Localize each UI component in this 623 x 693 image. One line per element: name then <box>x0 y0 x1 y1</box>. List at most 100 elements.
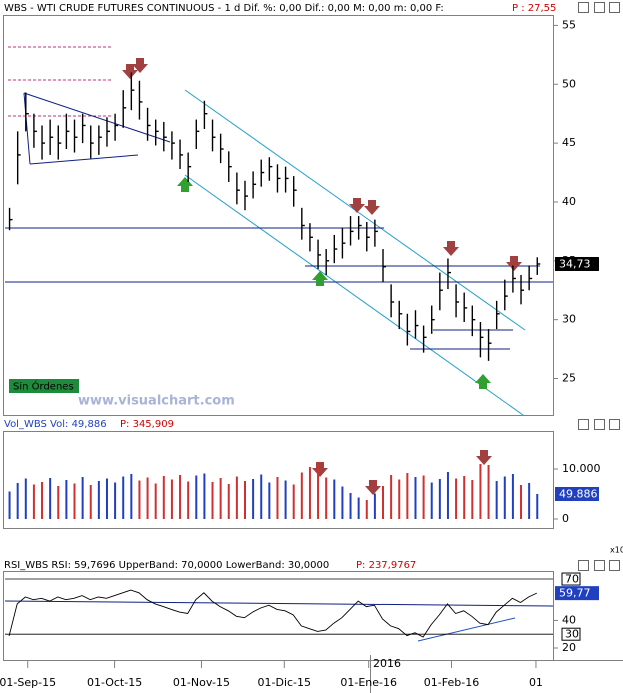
signal-arrows <box>122 58 522 495</box>
volume-bar <box>536 494 539 519</box>
sell-arrow <box>132 58 148 73</box>
volume-bar <box>41 482 44 519</box>
min-button[interactable] <box>578 560 589 571</box>
max-button[interactable] <box>594 560 605 571</box>
band-label: 70 <box>565 573 579 586</box>
volume-bar <box>268 482 271 519</box>
rsi-trend <box>4 600 554 607</box>
close-button[interactable] <box>609 560 620 571</box>
volume-bar <box>373 493 376 519</box>
orders-text: Sin Órdenes <box>13 380 74 393</box>
volume-bar <box>24 478 27 519</box>
volume-bar <box>73 483 76 519</box>
triangle-line <box>23 92 31 165</box>
volume-bar <box>446 472 449 519</box>
last-value-box <box>555 586 599 601</box>
volume-bar <box>520 485 523 519</box>
last-value-box <box>555 487 599 501</box>
volume-bar <box>105 478 108 519</box>
last-value-label: 49.886 <box>559 488 598 501</box>
buy-arrow <box>312 271 328 286</box>
y-tick-label: 50 <box>562 77 576 90</box>
sell-arrow <box>443 241 459 256</box>
volume-bar <box>333 479 336 519</box>
sell-arrow <box>349 198 365 213</box>
volume-bar <box>495 481 498 519</box>
max-button[interactable] <box>594 2 605 13</box>
volume-bar <box>187 481 190 519</box>
volume-bar <box>235 476 238 519</box>
volume-bar <box>503 476 506 519</box>
close-button[interactable] <box>609 419 620 430</box>
band-label: 30 <box>565 628 579 641</box>
volume-bar <box>8 491 11 519</box>
volume-bar <box>243 481 246 519</box>
volume-bar <box>511 474 514 519</box>
volume-multiplier: x10 <box>610 546 623 555</box>
rsi-trend <box>417 617 516 642</box>
last-value-box <box>555 256 599 271</box>
x-tick-label: 01 <box>529 676 543 689</box>
rsi-header-p: P: 237,9767 <box>356 560 416 571</box>
min-button[interactable] <box>578 419 589 430</box>
volume-bar <box>528 483 531 519</box>
volume-bar <box>211 482 214 519</box>
rsi-line <box>8 589 537 638</box>
price-header: WBS - WTI CRUDE FUTURES CONTINUOUS - 1 d… <box>4 3 444 14</box>
volume-bar <box>122 476 125 519</box>
volume-bar <box>195 475 198 519</box>
volume-header: Vol_WBS Vol: 49,886 <box>4 419 107 430</box>
sell-arrow <box>364 200 380 215</box>
volume-bar <box>284 480 287 519</box>
volume-bar <box>146 477 149 519</box>
volume-bar <box>438 479 441 519</box>
volume-header-p: P: 345,909 <box>120 419 174 430</box>
volume-bar <box>406 473 409 519</box>
volume-arrow <box>476 450 492 465</box>
volume-bar <box>179 475 182 519</box>
close-button[interactable] <box>609 2 620 13</box>
max-button[interactable] <box>594 419 605 430</box>
y-tick-label: 20 <box>562 641 576 654</box>
orders-badge <box>9 379 79 393</box>
x-tick-label: 01-Sep-15 <box>0 676 56 689</box>
volume-bar <box>382 486 385 519</box>
volume-arrow <box>312 462 328 477</box>
volume-bar <box>81 477 84 519</box>
volume-bar <box>138 480 141 519</box>
year-label: 2016 <box>373 657 401 670</box>
buy-arrow <box>475 374 491 389</box>
volume-bar <box>390 475 393 519</box>
channel-line <box>184 174 524 416</box>
buy-arrow <box>177 177 193 192</box>
volume-bar <box>341 486 344 519</box>
volume-bar <box>260 474 263 519</box>
x-tick-label: 01-Dic-15 <box>258 676 312 689</box>
band-box <box>561 627 581 641</box>
volume-bar <box>365 500 368 519</box>
volume-bar <box>487 465 490 519</box>
volume-bar <box>49 478 52 519</box>
volume-bar <box>317 462 320 519</box>
y-tick-label: 40 <box>562 613 576 626</box>
sell-arrow <box>122 64 138 79</box>
volume-bar <box>479 464 482 519</box>
window-buttons[interactable] <box>578 2 620 571</box>
triangle-line <box>23 92 171 143</box>
volume-bar <box>57 486 60 519</box>
volume-bar <box>325 477 328 519</box>
y-tick-label: 0 <box>562 512 569 525</box>
min-button[interactable] <box>578 2 589 13</box>
volume-bar <box>252 479 255 519</box>
price-header-p: P : 27,55 <box>512 3 556 14</box>
volume-bar <box>219 478 222 519</box>
volume-bar <box>65 480 68 519</box>
volume-bar <box>463 476 466 519</box>
volume-bar <box>414 477 417 519</box>
volume-bar <box>16 483 19 519</box>
volume-bar <box>97 481 100 519</box>
x-tick-label: 01-Oct-15 <box>87 676 142 689</box>
volume-bar <box>162 476 165 519</box>
watermark: www.visualchart.com <box>78 394 235 409</box>
